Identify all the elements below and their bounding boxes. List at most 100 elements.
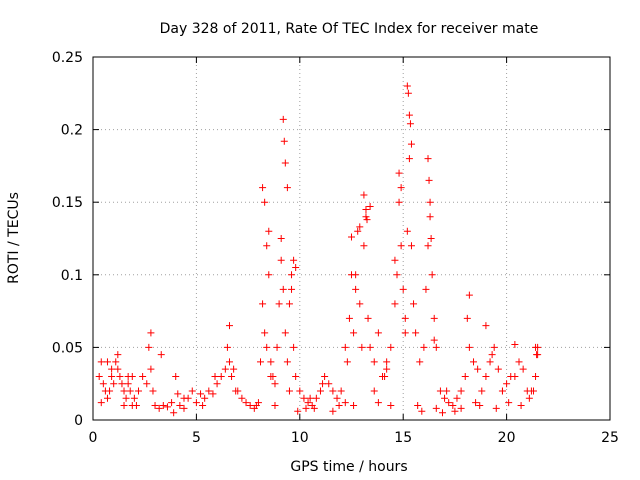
data-point [290,256,298,264]
data-point [407,242,415,250]
data-point [474,365,482,373]
data-point [223,343,231,351]
x-tick-label: 5 [192,430,201,446]
data-point [383,358,391,366]
data-point [511,340,519,348]
data-point [168,399,176,407]
data-point [374,399,382,407]
x-tick-label: 0 [89,430,98,446]
data-point [283,358,291,366]
data-point [238,394,246,402]
data-point [174,390,182,398]
data-point [277,235,285,242]
data-point [273,343,281,351]
data-point [412,329,420,337]
data-point [465,343,473,351]
data-point [180,404,188,412]
data-point [366,343,374,351]
data-point [97,399,105,407]
x-tick-label: 25 [601,430,619,446]
data-point [441,394,449,402]
data-point [261,329,269,337]
data-point [106,387,114,395]
data-point [130,394,138,402]
data-point [267,372,275,380]
data-point [427,235,435,242]
data-point [170,409,178,417]
data-point [533,351,541,359]
data-point [343,358,351,366]
data-point [300,394,308,402]
data-point [257,358,265,366]
data-point [426,213,434,221]
data-point [122,394,130,402]
data-point [321,372,329,380]
data-point [393,271,401,279]
data-point [453,394,461,402]
data-point [271,401,279,409]
data-point [292,372,300,380]
x-tick-label: 20 [498,430,516,446]
data-point [126,387,134,395]
data-point [310,404,318,412]
data-point [335,401,343,409]
data-point [350,401,358,409]
data-point [279,285,287,293]
data-point [325,380,333,388]
x-tick-label: 15 [394,430,412,446]
data-point [486,358,494,366]
grid [93,57,610,420]
y-tick-label: 0.1 [61,268,83,284]
data-point [199,401,207,409]
data-point [406,120,414,128]
data-point [463,314,471,322]
data-point [281,329,289,337]
data-point [414,401,422,409]
x-axis-label: GPS time / hours [290,459,407,475]
data-point [472,399,480,407]
axis-ticks: 0 5 10 15 20 25 0 0.05 0.1 0.15 0.2 0.25 [52,50,619,446]
data-point [337,387,345,395]
data-point [261,198,269,206]
data-point [387,343,395,351]
data-point [176,401,184,409]
data-point [217,372,225,380]
data-point [370,387,378,395]
data-point [155,404,163,412]
data-point [280,137,288,145]
y-tick-label: 0 [74,413,83,429]
data-point [147,329,155,337]
data-point [271,380,279,388]
data-point [312,394,320,402]
data-point [225,322,233,330]
data-point [370,358,378,366]
data-point [112,358,120,366]
data-point [430,336,438,344]
data-point [391,256,399,264]
data-point [134,387,142,395]
data-point [511,372,519,380]
data-point [316,387,324,395]
data-point [395,169,403,177]
data-point [114,351,122,359]
data-point [360,191,368,199]
data-point [242,399,250,407]
data-point [192,399,200,407]
data-point [124,372,132,380]
data-point [213,380,221,388]
data-point [432,404,440,412]
data-point [490,343,498,351]
data-point [288,271,296,279]
data-point [350,329,358,337]
data-point [498,387,506,395]
data-point [99,380,107,388]
data-point [296,387,304,395]
data-point [525,394,533,402]
data-point [492,404,500,412]
data-point [225,358,233,366]
data-point [505,399,513,407]
data-point [387,401,395,409]
data-point [445,399,453,407]
data-point [267,358,275,366]
